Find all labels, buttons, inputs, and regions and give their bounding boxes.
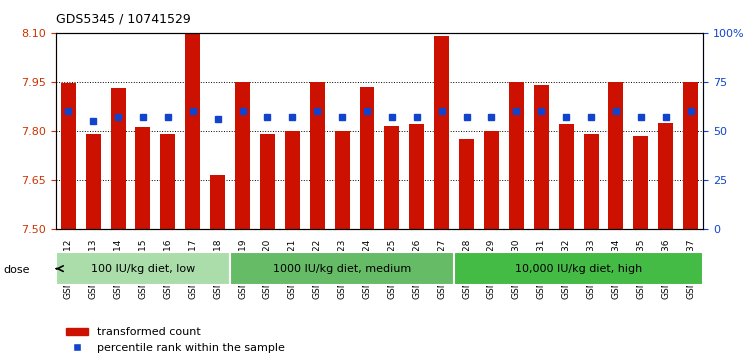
Bar (359, 87, 374, 229)
Bar (409, 124, 424, 229)
Bar (310, 82, 324, 229)
Bar (161, 134, 176, 229)
Bar (484, 131, 499, 229)
Bar (533, 85, 549, 229)
Bar (658, 122, 673, 229)
Bar (633, 135, 648, 229)
Bar (459, 139, 474, 229)
Bar (559, 124, 574, 229)
Text: 100 IU/kg diet, low: 100 IU/kg diet, low (91, 264, 195, 274)
Bar (210, 175, 225, 229)
Bar (583, 134, 598, 229)
Legend: transformed count, percentile rank within the sample: transformed count, percentile rank withi… (61, 323, 289, 358)
Bar (683, 82, 698, 229)
Text: dose: dose (4, 265, 31, 276)
Bar (609, 82, 623, 229)
Bar (61, 83, 76, 229)
Bar (56, 252, 230, 285)
Bar (335, 131, 350, 229)
Bar (111, 88, 126, 229)
Bar (185, 34, 200, 229)
Bar (86, 134, 100, 229)
Bar (385, 126, 400, 229)
Text: 1000 IU/kg diet, medium: 1000 IU/kg diet, medium (273, 264, 411, 274)
Bar (285, 131, 300, 229)
Text: GDS5345 / 10741529: GDS5345 / 10741529 (56, 13, 190, 26)
Bar (434, 36, 449, 229)
Bar (509, 82, 524, 229)
Bar (235, 82, 250, 229)
Bar (260, 134, 275, 229)
Bar (454, 252, 703, 285)
Bar (230, 252, 454, 285)
Bar (135, 127, 150, 229)
Text: 10,000 IU/kg diet, high: 10,000 IU/kg diet, high (515, 264, 642, 274)
